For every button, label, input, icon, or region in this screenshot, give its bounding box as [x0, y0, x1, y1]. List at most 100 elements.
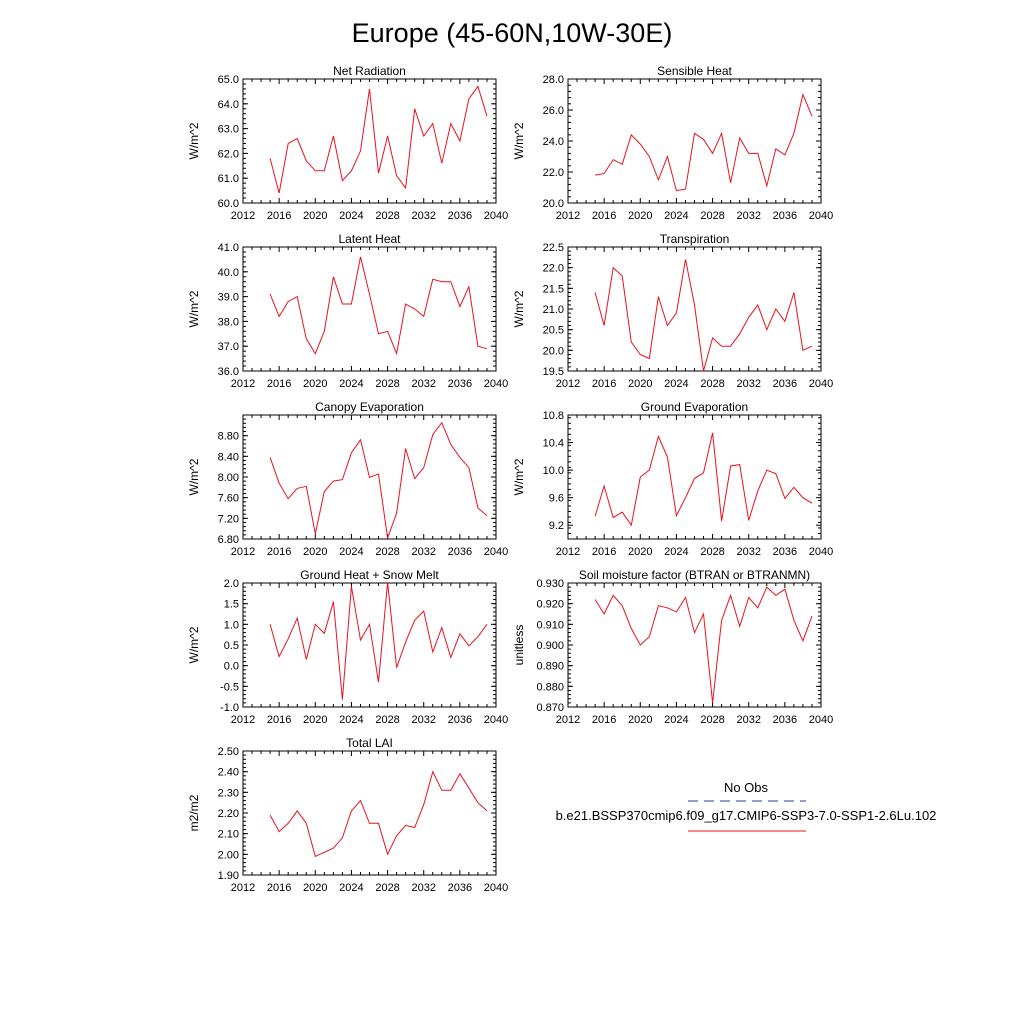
ground-heat-snow-melt-series-line — [269, 582, 488, 700]
ground-evaporation-title: Ground Evaporation — [641, 400, 748, 414]
sensible-heat-ytick-label: 26.0 — [543, 105, 564, 117]
soil-moisture-factor-btran-or-btranmn-xtick-label: 2028 — [700, 714, 724, 726]
net-radiation-ylabel: W/m^2 — [187, 122, 201, 159]
ground-heat-snow-melt-xtick-label: 2036 — [448, 714, 472, 726]
sensible-heat-series-line — [595, 92, 813, 192]
soil-moisture-factor-btran-or-btranmn-xtick-label: 2032 — [736, 714, 760, 726]
latent-heat-series-line — [269, 256, 488, 356]
total-lai-xtick-label: 2036 — [448, 882, 472, 894]
total-lai-ytick-label: 2.10 — [218, 829, 239, 841]
total-lai-ytick-label: 2.30 — [218, 787, 239, 799]
net-radiation-ytick-label: 62.0 — [218, 148, 239, 160]
ground-heat-snow-melt-ytick-label: 0.0 — [224, 661, 239, 673]
canopy-evaporation-title: Canopy Evaporation — [315, 400, 424, 414]
net-radiation-xtick-label: 2024 — [339, 210, 363, 222]
ground-heat-snow-melt-xtick-label: 2016 — [267, 714, 291, 726]
sensible-heat-ytick-label: 24.0 — [543, 136, 564, 148]
ground-heat-snow-melt-title: Ground Heat + Snow Melt — [300, 568, 439, 582]
latent-heat-plot-frame — [242, 246, 497, 372]
latent-heat-xtick-label: 2040 — [484, 378, 508, 390]
net-radiation-ytick-label: 65.0 — [218, 74, 239, 86]
transpiration-ytick-label: 20.0 — [543, 345, 564, 357]
latent-heat-ytick-label: 41.0 — [218, 242, 239, 254]
ground-evaporation-xtick-label: 2024 — [664, 546, 688, 558]
soil-moisture-factor-btran-or-btranmn-xtick-label: 2012 — [556, 714, 580, 726]
total-lai-xtick-label: 2016 — [267, 882, 291, 894]
transpiration-title: Transpiration — [660, 232, 730, 246]
ground-evaporation-panel: Ground Evaporation W/m^2 2012 2016 2020 2024 2… — [512, 400, 833, 558]
transpiration-ytick-label: 19.5 — [543, 366, 564, 378]
canopy-evaporation-xtick-label: 2024 — [339, 546, 363, 558]
sensible-heat-xtick-label: 2028 — [700, 210, 724, 222]
ground-heat-snow-melt-ytick-label: -1.0 — [220, 702, 239, 714]
net-radiation-xtick-label: 2012 — [231, 210, 255, 222]
soil-moisture-factor-btran-or-btranmn-xtick-label: 2036 — [773, 714, 797, 726]
canopy-evaporation-ytick-label: 6.80 — [218, 534, 239, 546]
net-radiation-xtick-label: 2016 — [267, 210, 291, 222]
transpiration-xtick-label: 2028 — [700, 378, 724, 390]
latent-heat-ytick-label: 37.0 — [218, 341, 239, 353]
ground-evaporation-ytick-label: 10.0 — [543, 465, 564, 477]
soil-moisture-factor-btran-or-btranmn-ytick-label: 0.920 — [536, 599, 564, 611]
canopy-evaporation-ytick-label: 8.40 — [218, 451, 239, 463]
ground-evaporation-xtick-label: 2016 — [592, 546, 616, 558]
canopy-evaporation-ytick-label: 7.20 — [218, 513, 239, 525]
canopy-evaporation-ylabel: W/m^2 — [187, 458, 201, 495]
ground-heat-snow-melt-panel: Ground Heat + Snow Melt W/m^2 2012 2016 2020… — [187, 568, 508, 726]
latent-heat-ytick-label: 38.0 — [218, 316, 239, 328]
total-lai-ytick-label: 1.90 — [218, 870, 239, 882]
total-lai-xtick-label: 2020 — [303, 882, 327, 894]
sensible-heat-ylabel: W/m^2 — [512, 122, 526, 159]
soil-moisture-factor-btran-or-btranmn-xtick-label: 2020 — [628, 714, 652, 726]
transpiration-ytick-label: 22.5 — [543, 242, 564, 254]
sensible-heat-xtick-label: 2020 — [628, 210, 652, 222]
ground-heat-snow-melt-ylabel: W/m^2 — [187, 626, 201, 663]
soil-moisture-factor-btran-or-btranmn-plot-frame — [567, 582, 822, 708]
canopy-evaporation-xtick-label: 2040 — [484, 546, 508, 558]
net-radiation-series-line — [269, 85, 488, 194]
transpiration-ytick-label: 22.0 — [543, 263, 564, 275]
transpiration-xtick-label: 2024 — [664, 378, 688, 390]
transpiration-xtick-label: 2020 — [628, 378, 652, 390]
soil-moisture-factor-btran-or-btranmn-ytick-label: 0.880 — [536, 681, 564, 693]
canopy-evaporation-ytick-label: 8.80 — [218, 431, 239, 443]
ground-heat-snow-melt-ytick-label: 0.5 — [224, 640, 239, 652]
canopy-evaporation-xtick-label: 2012 — [231, 546, 255, 558]
total-lai-xtick-label: 2012 — [231, 882, 255, 894]
ground-evaporation-xtick-label: 2028 — [700, 546, 724, 558]
legend-obs-label: No Obs — [724, 780, 769, 795]
panels: Net Radiation W/m^2 2012 2016 2020 2024 2028 20… — [187, 64, 833, 894]
latent-heat-xtick-label: 2036 — [448, 378, 472, 390]
sensible-heat-xtick-label: 2032 — [736, 210, 760, 222]
net-radiation-ytick-label: 61.0 — [218, 173, 239, 185]
ground-heat-snow-melt-ytick-label: 1.0 — [224, 619, 239, 631]
sensible-heat-plot-frame — [567, 78, 822, 204]
legend-case-label: b.e21.BSSP370cmip6.f09_g17.CMIP6-SSP3-7.… — [556, 808, 937, 823]
ground-evaporation-ytick-label: 9.6 — [549, 493, 564, 505]
ground-heat-snow-melt-ytick-label: -0.5 — [220, 681, 239, 693]
net-radiation-xtick-label: 2032 — [411, 210, 435, 222]
net-radiation-xtick-label: 2020 — [303, 210, 327, 222]
net-radiation-ytick-label: 60.0 — [218, 198, 239, 210]
transpiration-xtick-label: 2012 — [556, 378, 580, 390]
transpiration-ylabel: W/m^2 — [512, 290, 526, 327]
transpiration-ytick-label: 20.5 — [543, 325, 564, 337]
figure-title: Europe (45-60N,10W-30E) — [352, 18, 673, 48]
ground-heat-snow-melt-ytick-label: 1.5 — [224, 599, 239, 611]
total-lai-xtick-label: 2032 — [411, 882, 435, 894]
soil-moisture-factor-btran-or-btranmn-series-line — [594, 586, 813, 703]
total-lai-ytick-label: 2.00 — [218, 849, 239, 861]
ground-heat-snow-melt-xtick-label: 2012 — [231, 714, 255, 726]
total-lai-title: Total LAI — [346, 736, 393, 750]
sensible-heat-xtick-label: 2016 — [592, 210, 616, 222]
sensible-heat-xtick-label: 2024 — [664, 210, 688, 222]
total-lai-ylabel: m2/m2 — [187, 794, 201, 831]
ground-heat-snow-melt-xtick-label: 2040 — [484, 714, 508, 726]
sensible-heat-title: Sensible Heat — [657, 64, 732, 78]
canopy-evaporation-series-line — [269, 421, 488, 539]
ground-heat-snow-melt-xtick-label: 2032 — [411, 714, 435, 726]
sensible-heat-xtick-label: 2036 — [773, 210, 797, 222]
soil-moisture-factor-btran-or-btranmn-xtick-label: 2016 — [592, 714, 616, 726]
sensible-heat-ytick-label: 20.0 — [543, 198, 564, 210]
